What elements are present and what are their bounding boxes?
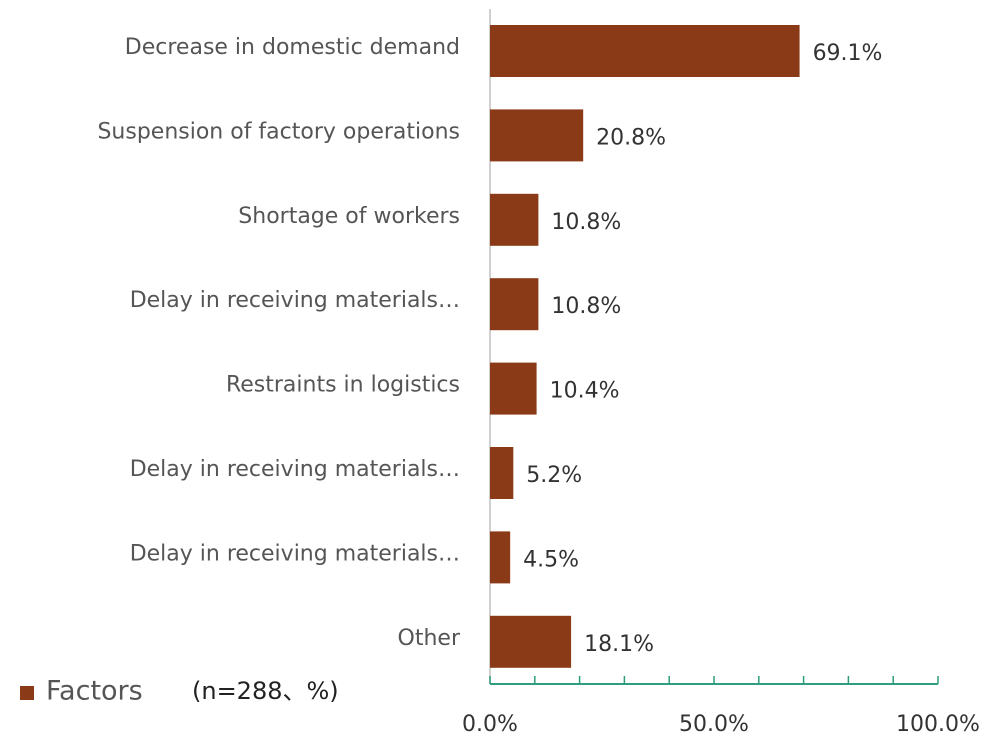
bar [490, 447, 514, 499]
category-label: Decrease in domestic demand [125, 35, 460, 60]
value-label: 10.8% [551, 210, 621, 235]
category-label: Delay in receiving materials… [130, 457, 460, 482]
bar [490, 362, 537, 415]
bar [490, 531, 511, 584]
bar [490, 278, 539, 331]
category-label: Delay in receiving materials… [130, 541, 460, 566]
value-label: 69.1% [813, 41, 883, 66]
category-label: Restraints in logistics [226, 373, 460, 398]
legend-note: (n=288、%) [192, 677, 339, 705]
category-label: Shortage of workers [238, 204, 460, 229]
value-label: 18.1% [584, 632, 654, 657]
bar [490, 615, 572, 668]
category-label: Other [398, 626, 461, 651]
bar [490, 25, 800, 77]
bar [490, 193, 539, 246]
category-label: Delay in receiving materials… [130, 288, 460, 313]
legend-label: Factors [46, 676, 143, 707]
value-label: 20.8% [596, 125, 666, 150]
x-tick-label: 100.0% [896, 712, 980, 737]
value-label: 5.2% [526, 463, 582, 488]
x-tick-label: 0.0% [462, 712, 518, 737]
x-tick-label: 50.0% [679, 712, 749, 737]
value-label: 4.5% [523, 547, 579, 572]
bar [490, 109, 584, 162]
value-label: 10.4% [550, 379, 620, 404]
category-label: Suspension of factory operations [97, 119, 460, 144]
legend-swatch [20, 686, 34, 700]
value-label: 10.8% [551, 294, 621, 319]
